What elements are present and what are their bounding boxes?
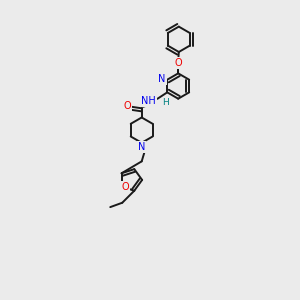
Text: NH: NH [141,96,156,106]
Text: N: N [158,74,166,84]
Text: O: O [174,58,182,68]
Text: O: O [124,100,131,110]
Text: O: O [122,182,129,192]
Text: N: N [138,142,146,152]
Text: H: H [162,98,169,107]
